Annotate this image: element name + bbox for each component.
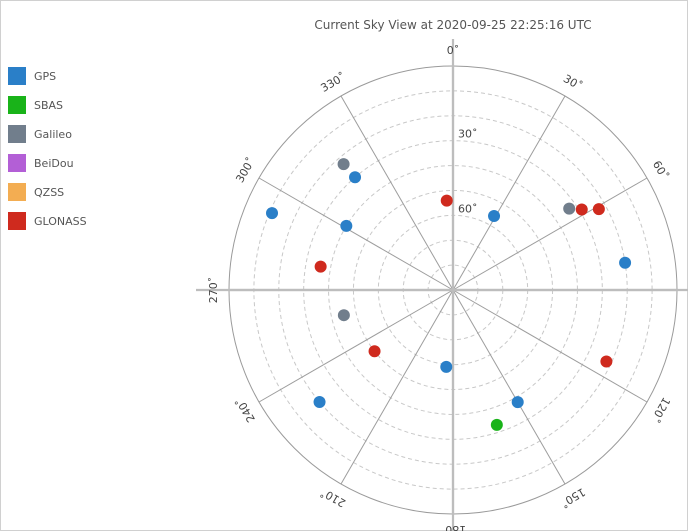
satellite-point-gps[interactable] bbox=[488, 209, 501, 222]
azimuth-spoke bbox=[452, 177, 648, 291]
azimuth-spoke bbox=[452, 289, 566, 485]
satellite-point-gps[interactable] bbox=[313, 395, 326, 408]
legend-item-glonass[interactable]: GLONASS bbox=[8, 211, 87, 231]
legend-label-gps: GPS bbox=[34, 69, 57, 83]
satellite-point-glonass[interactable] bbox=[592, 203, 605, 216]
satellite-point-glonass[interactable] bbox=[314, 260, 327, 273]
azimuth-label: 90˚ bbox=[686, 280, 688, 300]
legend-swatch-galileo bbox=[8, 125, 26, 143]
azimuth-spoke bbox=[452, 289, 648, 403]
satellite-point-gps[interactable] bbox=[619, 256, 632, 269]
azimuth-spoke bbox=[340, 289, 454, 485]
satellite-point-glonass[interactable] bbox=[368, 345, 381, 358]
legend-swatch-glonass bbox=[8, 212, 26, 230]
satellite-point-gps[interactable] bbox=[511, 396, 524, 409]
legend-label-glonass: GLONASS bbox=[34, 214, 87, 228]
satellite-point-gps[interactable] bbox=[349, 171, 362, 184]
satellite-point-gps[interactable] bbox=[340, 219, 353, 232]
legend: GPS SBAS Galileo BeiDou QZSS GLONASS bbox=[8, 66, 87, 240]
legend-item-galileo[interactable]: Galileo bbox=[8, 124, 87, 144]
azimuth-label: 30˚ bbox=[561, 72, 584, 93]
legend-item-gps[interactable]: GPS bbox=[8, 66, 87, 86]
legend-item-qzss[interactable]: QZSS bbox=[8, 182, 87, 202]
legend-label-qzss: QZSS bbox=[34, 185, 65, 199]
azimuth-spoke bbox=[258, 177, 454, 291]
satellite-point-glonass[interactable] bbox=[600, 355, 613, 368]
azimuth-label: 300˚ bbox=[233, 156, 258, 185]
azimuth-label: 330˚ bbox=[319, 70, 348, 95]
legend-label-galileo: Galileo bbox=[34, 127, 72, 141]
satellite-point-sbas[interactable] bbox=[490, 418, 503, 431]
azimuth-label: 150˚ bbox=[558, 485, 587, 510]
azimuth-label: 180˚ bbox=[440, 523, 467, 531]
satellite-point-glonass[interactable] bbox=[440, 194, 453, 207]
satellite-point-gps[interactable] bbox=[266, 207, 279, 220]
azimuth-label: 270˚ bbox=[207, 277, 220, 304]
legend-swatch-beidou bbox=[8, 154, 26, 172]
satellite-point-galileo[interactable] bbox=[337, 309, 350, 322]
azimuth-spoke bbox=[340, 95, 454, 291]
legend-swatch-sbas bbox=[8, 96, 26, 114]
azimuth-label: 240˚ bbox=[233, 395, 258, 424]
azimuth-label: 0˚ bbox=[447, 44, 460, 57]
satellite-point-gps[interactable] bbox=[440, 360, 453, 373]
azimuth-spoke bbox=[258, 289, 454, 403]
azimuth-spoke bbox=[452, 95, 566, 291]
legend-item-beidou[interactable]: BeiDou bbox=[8, 153, 87, 173]
elevation-label: 30˚ bbox=[458, 128, 478, 141]
satellite-points bbox=[266, 158, 632, 431]
legend-label-beidou: BeiDou bbox=[34, 156, 74, 170]
polar-grid bbox=[196, 39, 688, 531]
satellite-point-glonass[interactable] bbox=[575, 203, 588, 216]
legend-item-sbas[interactable]: SBAS bbox=[8, 95, 87, 115]
satellite-point-galileo[interactable] bbox=[337, 158, 350, 171]
legend-swatch-qzss bbox=[8, 183, 26, 201]
chart-title: Current Sky View at 2020-09-25 22:25:16 … bbox=[314, 18, 591, 32]
legend-label-sbas: SBAS bbox=[34, 98, 64, 112]
elevation-label: 60˚ bbox=[458, 202, 478, 215]
satellite-point-galileo[interactable] bbox=[563, 202, 576, 215]
azimuth-label: 60˚ bbox=[650, 159, 671, 182]
legend-swatch-gps bbox=[8, 67, 26, 85]
azimuth-label: 120˚ bbox=[648, 395, 673, 424]
azimuth-label: 210˚ bbox=[319, 485, 348, 510]
